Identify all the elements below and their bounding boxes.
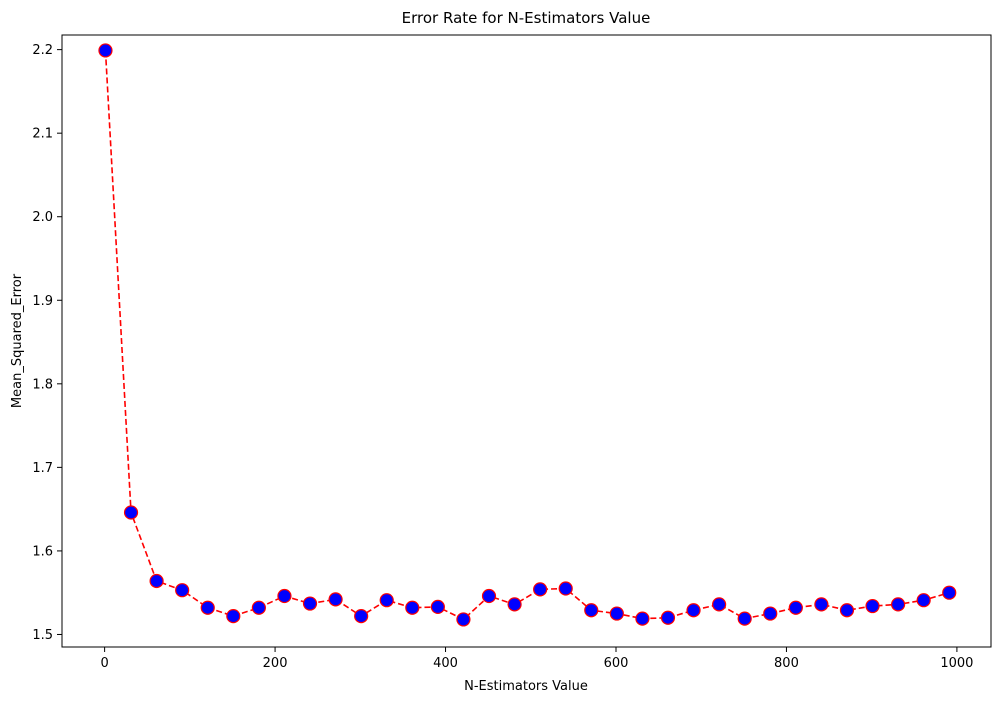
data-point-marker [942,585,957,600]
data-point-marker [686,603,701,618]
data-point-marker [277,588,292,604]
x-tick-label: 0 [100,656,108,671]
data-point-marker [456,612,471,627]
data-point-marker [405,600,420,615]
y-axis-ticks: 1.5 1.6 1.7 1.8 1.9 2.0 2.1 2.2 [32,43,62,643]
x-axis-ticks: 0 200 400 600 800 1000 [100,647,973,671]
data-point-marker [507,597,522,612]
y-tick-label: 2.2 [32,43,53,58]
data-point-marker [149,573,164,589]
data-point-marker [890,597,906,612]
data-point-marker [635,611,650,626]
data-point-marker [379,593,394,608]
data-point-marker [98,43,113,58]
data-point-marker [533,582,548,597]
data-point-marker [430,599,445,615]
series-line [104,50,950,621]
series-markers [98,43,957,627]
data-point-marker [302,596,318,611]
y-tick-label: 2.0 [32,210,53,225]
chart-title: Error Rate for N-Estimators Value [402,9,651,27]
y-tick-label: 1.7 [32,461,53,476]
data-point-marker [737,611,752,626]
x-tick-label: 600 [604,656,629,671]
y-tick-label: 1.6 [32,544,53,559]
x-tick-label: 800 [774,656,799,671]
data-point-marker [481,588,497,604]
data-point-marker [763,606,778,621]
data-point-marker [584,603,599,618]
plot-area-frame [61,34,992,648]
y-tick-label: 2.1 [32,127,53,142]
y-tick-label: 1.5 [32,628,53,643]
data-point-marker [712,597,727,612]
data-point-marker [328,592,343,607]
data-point-marker [175,583,190,598]
data-point-marker [558,581,573,596]
data-point-marker [226,608,241,624]
data-point-marker [609,606,624,621]
x-tick-label: 200 [263,656,288,671]
y-axis-label: Mean_Squared_Error [10,273,25,408]
data-point-marker [865,598,880,614]
x-tick-label: 1000 [940,656,973,671]
data-point-marker [123,505,139,520]
y-tick-label: 1.8 [32,377,53,392]
data-point-marker [660,610,676,625]
data-point-marker [916,593,931,608]
y-tick-label: 1.9 [32,294,53,309]
data-point-marker [251,600,266,615]
data-point-marker [354,608,369,624]
x-axis-label: N-Estimators Value [464,679,588,694]
data-point-marker [788,600,803,615]
data-point-marker [200,600,215,615]
data-point-marker [814,597,829,612]
x-tick-label: 400 [433,656,458,671]
data-point-marker [839,603,855,618]
